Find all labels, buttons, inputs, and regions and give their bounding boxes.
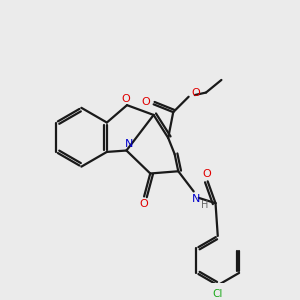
Text: O: O (121, 94, 130, 104)
Text: H: H (201, 200, 208, 210)
Text: N: N (191, 194, 200, 204)
Text: O: O (141, 97, 150, 106)
Text: O: O (140, 199, 148, 209)
Text: O: O (191, 88, 200, 98)
Text: O: O (202, 169, 211, 179)
Text: N: N (124, 140, 133, 149)
Text: Cl: Cl (213, 289, 223, 299)
